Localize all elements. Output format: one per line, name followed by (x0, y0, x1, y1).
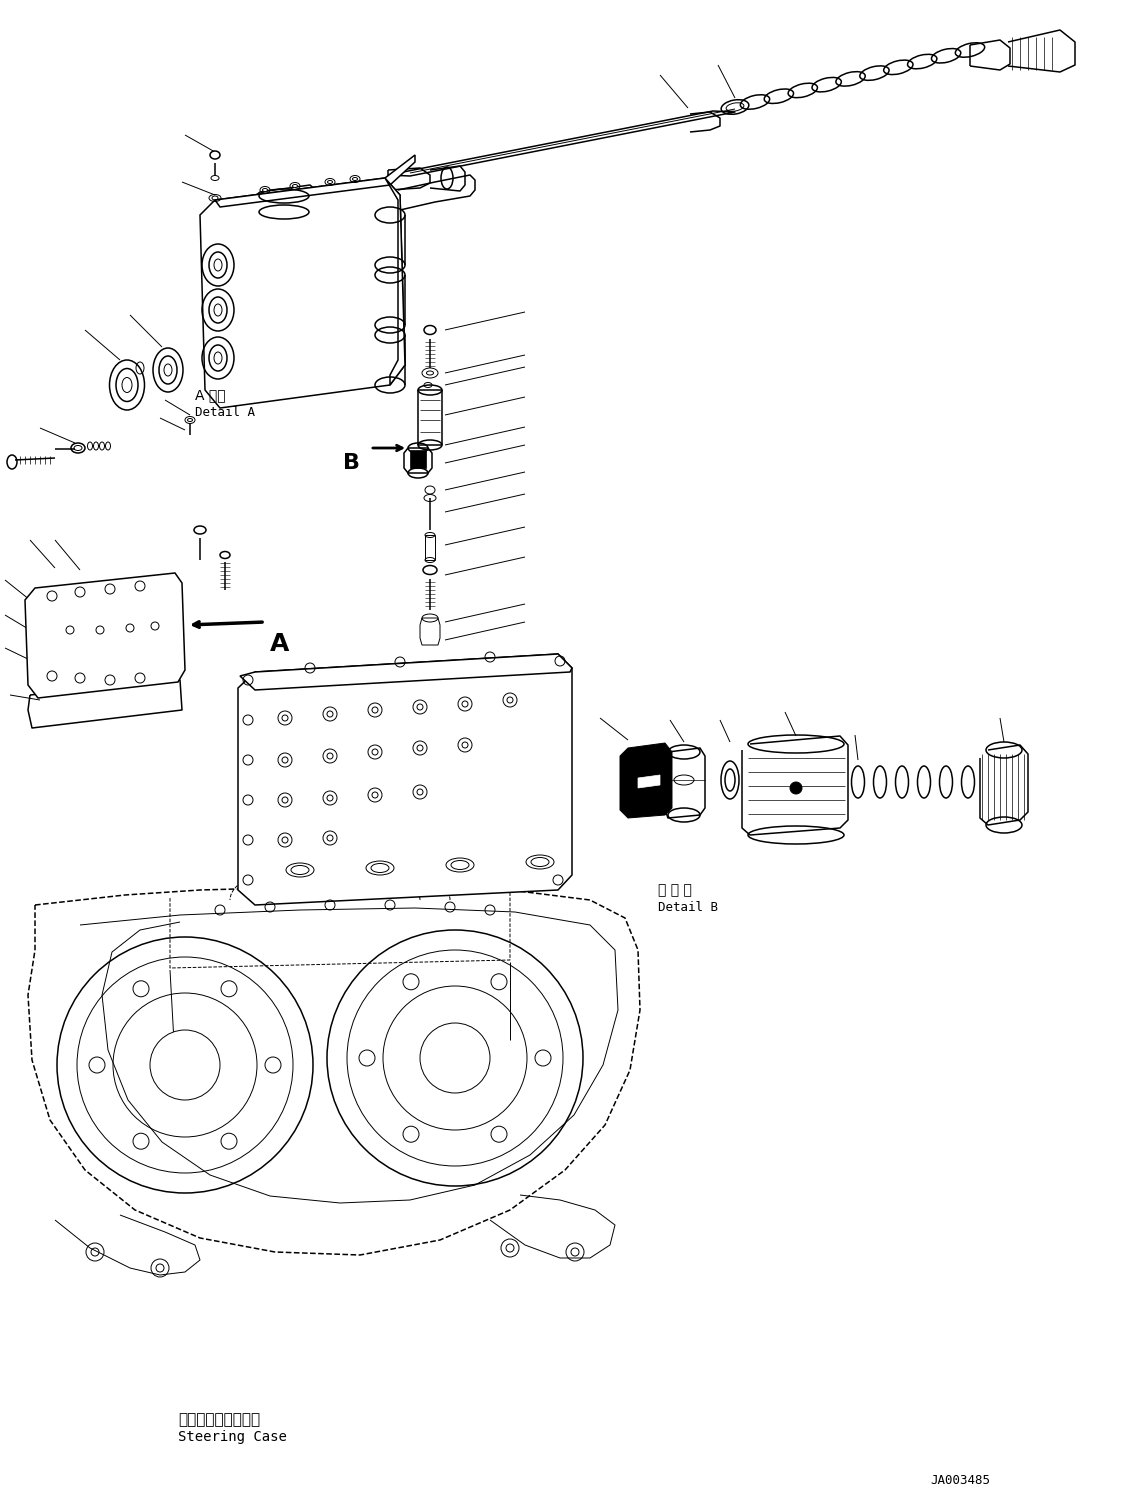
Text: 日 詳 細: 日 詳 細 (658, 883, 691, 897)
Circle shape (417, 704, 423, 710)
Circle shape (417, 745, 423, 750)
Circle shape (372, 707, 378, 713)
Text: A 詳細: A 詳細 (195, 388, 226, 401)
Circle shape (282, 756, 288, 762)
Ellipse shape (423, 565, 437, 574)
Text: Steering Case: Steering Case (178, 1429, 287, 1444)
Text: A: A (270, 633, 289, 656)
Circle shape (507, 697, 513, 703)
Text: Detail B: Detail B (658, 901, 718, 915)
Circle shape (150, 1029, 220, 1100)
Ellipse shape (210, 151, 220, 160)
Ellipse shape (328, 181, 333, 184)
Ellipse shape (352, 178, 358, 181)
Polygon shape (410, 451, 426, 468)
Circle shape (790, 782, 802, 794)
Ellipse shape (293, 185, 297, 188)
Text: Detail A: Detail A (195, 406, 255, 419)
Polygon shape (638, 774, 659, 788)
Circle shape (282, 797, 288, 803)
Circle shape (282, 715, 288, 721)
Ellipse shape (262, 188, 268, 191)
Text: ステアリングケース: ステアリングケース (178, 1411, 260, 1426)
Polygon shape (620, 743, 672, 818)
Circle shape (327, 795, 333, 801)
Text: JA003485: JA003485 (931, 1474, 990, 1488)
Circle shape (372, 792, 378, 798)
Polygon shape (215, 155, 415, 207)
Circle shape (327, 753, 333, 759)
Ellipse shape (424, 325, 436, 334)
Ellipse shape (214, 352, 222, 364)
Text: B: B (343, 454, 360, 473)
Polygon shape (25, 573, 185, 698)
Polygon shape (200, 178, 405, 407)
Polygon shape (240, 653, 572, 689)
Circle shape (462, 701, 468, 707)
Polygon shape (385, 178, 405, 385)
Polygon shape (238, 653, 572, 906)
Circle shape (327, 712, 333, 718)
Circle shape (462, 742, 468, 747)
Circle shape (420, 1024, 490, 1094)
Ellipse shape (214, 260, 222, 272)
Ellipse shape (426, 372, 434, 374)
Circle shape (327, 836, 333, 841)
Circle shape (417, 789, 423, 795)
Ellipse shape (214, 304, 222, 316)
Circle shape (282, 837, 288, 843)
Circle shape (372, 749, 378, 755)
